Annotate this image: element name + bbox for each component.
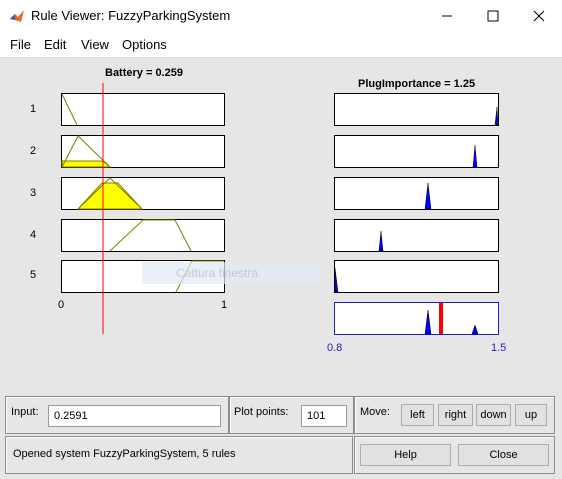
menu-view[interactable]: View	[81, 37, 109, 52]
input-label: Input:	[11, 406, 39, 418]
menu-options[interactable]: Options	[122, 37, 167, 52]
rule1-input-plot[interactable]	[61, 93, 225, 126]
rule4-output-plot[interactable]	[334, 219, 499, 252]
close-icon	[533, 10, 545, 21]
menu-file[interactable]: File	[10, 37, 31, 52]
rule2-output-plot[interactable]	[334, 135, 499, 168]
menu-bar: File Edit View Options	[0, 31, 562, 58]
window-title: Rule Viewer: FuzzyParkingSystem	[31, 8, 231, 23]
help-button[interactable]: Help	[360, 444, 451, 466]
rule2-input-plot[interactable]	[61, 135, 225, 168]
input-variable-title: Battery = 0.259	[105, 67, 183, 79]
rule3-output-plot[interactable]	[334, 177, 499, 210]
rule1-output-plot[interactable]	[334, 93, 499, 126]
rule-number: 1	[30, 103, 37, 115]
close-window-button[interactable]	[516, 0, 562, 31]
plot-points-label: Plot points:	[234, 406, 289, 418]
output-axis-max: 1.5	[491, 342, 507, 354]
input-axis-max: 1	[221, 299, 228, 311]
move-down-button[interactable]: down	[476, 404, 511, 426]
aggregated-output-plot[interactable]	[334, 302, 499, 335]
rule4-input-plot[interactable]	[61, 219, 225, 252]
capture-window-label: Cattura finestra	[176, 266, 259, 280]
move-label: Move:	[360, 406, 390, 418]
actions-panel: Help Close	[354, 436, 555, 474]
maximize-icon	[487, 10, 499, 21]
rule3-input-plot[interactable]	[61, 177, 225, 210]
move-right-button[interactable]: right	[438, 404, 473, 426]
minimize-icon	[442, 15, 452, 16]
rule-number: 2	[30, 145, 37, 157]
input-axis-min: 0	[58, 299, 65, 311]
capture-window-tooltip: Cattura finestra	[142, 262, 320, 284]
matlab-icon	[10, 10, 24, 22]
output-axis-min: 0.8	[327, 342, 343, 354]
rule5-output-plot[interactable]	[334, 260, 499, 293]
status-panel: Opened system FuzzyParkingSystem, 5 rule…	[5, 436, 353, 474]
minimize-button[interactable]	[424, 0, 470, 31]
input-panel: Input: 0.2591	[5, 396, 229, 434]
input-field[interactable]: 0.2591	[48, 405, 221, 427]
defuzzified-output-indicator	[439, 303, 443, 334]
plot-points-panel: Plot points: 101	[229, 396, 354, 434]
rule-number: 4	[30, 229, 37, 241]
move-left-button[interactable]: left	[401, 404, 434, 426]
input-value-indicator[interactable]	[101, 83, 105, 334]
rule-number: 3	[30, 187, 37, 199]
plot-points-field[interactable]: 101	[301, 405, 347, 427]
maximize-button[interactable]	[470, 0, 516, 31]
move-up-button[interactable]: up	[515, 404, 547, 426]
rule-number: 5	[30, 269, 37, 281]
output-variable-title: PlugImportance = 1.25	[358, 78, 476, 90]
close-button[interactable]: Close	[458, 444, 549, 466]
menu-edit[interactable]: Edit	[44, 37, 67, 52]
title-bar: Rule Viewer: FuzzyParkingSystem	[0, 0, 562, 31]
move-panel: Move: left right down up	[354, 396, 555, 434]
status-text: Opened system FuzzyParkingSystem, 5 rule…	[13, 448, 236, 460]
